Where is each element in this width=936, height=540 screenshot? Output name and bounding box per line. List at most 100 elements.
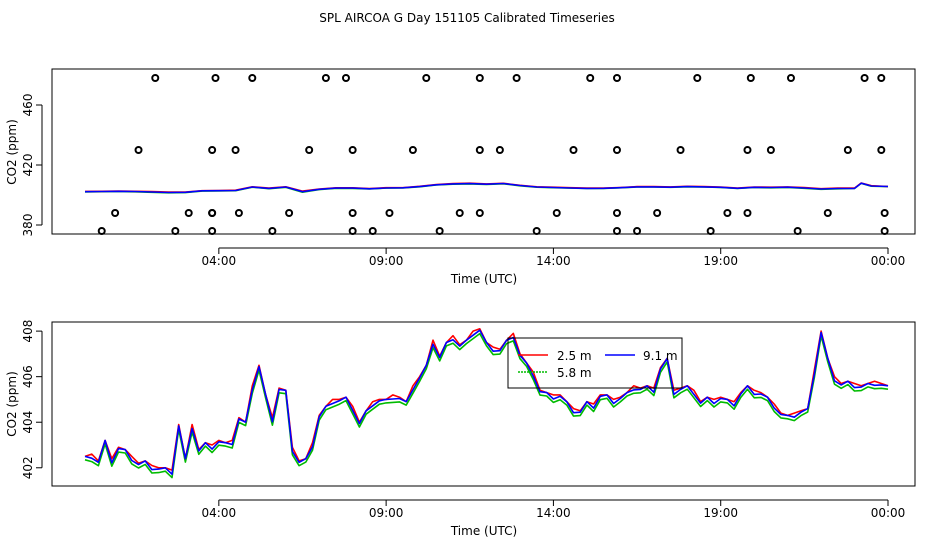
bottom-plot-frame — [51, 321, 916, 487]
calibration-point — [305, 146, 314, 154]
calibration-point — [633, 227, 642, 235]
calibration-point — [455, 209, 464, 217]
top-panel: CO2 (ppm) Time (UTC) 04:00 09:00 14:00 19:0… — [5, 68, 916, 286]
calibration-point — [341, 74, 350, 82]
calibration-point — [248, 74, 257, 82]
calibration-point — [435, 227, 444, 235]
calibration-point — [552, 209, 561, 217]
calibration-point — [880, 209, 889, 217]
calibration-point — [368, 227, 377, 235]
calibration-point — [653, 209, 662, 217]
calibration-point — [475, 146, 484, 154]
calibration-point — [612, 209, 621, 217]
calibration-point — [743, 209, 752, 217]
calibration-point — [385, 209, 394, 217]
calibration-point — [569, 146, 578, 154]
top-plot-frame — [51, 68, 916, 235]
top-series-lines — [84, 182, 889, 194]
y-tick-label: 460 — [21, 94, 35, 117]
calibration-point — [612, 227, 621, 235]
legend-box — [507, 337, 683, 389]
calibration-point — [321, 74, 330, 82]
calibration-point — [532, 227, 541, 235]
bottom-y-axis-label: CO2 (ppm) — [5, 371, 19, 437]
calibration-point — [495, 146, 504, 154]
calibration-point — [743, 146, 752, 154]
series-line-9-1-m — [84, 329, 889, 476]
calibration-point — [211, 74, 220, 82]
calibration-point — [877, 146, 886, 154]
bottom-panel: CO2 (ppm) Time (UTC) 04:00 09:00 14:00 19:0… — [5, 320, 916, 538]
top-y-ticks: 380 420 460 — [21, 94, 43, 237]
calibration-point — [612, 146, 621, 154]
legend-label-5-8m: 5.8 m — [557, 366, 592, 380]
calibration-point — [786, 74, 795, 82]
x-tick-label: 14:00 — [536, 254, 571, 268]
bottom-x-axis-label: Time (UTC) — [450, 524, 517, 538]
calibration-point — [97, 227, 106, 235]
calibration-point — [706, 227, 715, 235]
calibration-point — [184, 209, 193, 217]
y-tick-label: 406 — [21, 365, 35, 388]
calibration-point — [348, 146, 357, 154]
calibration-point — [268, 227, 277, 235]
calibration-point — [823, 209, 832, 217]
calibration-point — [348, 209, 357, 217]
calibration-point — [151, 74, 160, 82]
calibration-point — [877, 74, 886, 82]
calibration-point — [134, 146, 143, 154]
calibration-point — [843, 146, 852, 154]
y-tick-label: 408 — [21, 320, 35, 343]
legend: 2.5 m 9.1 m 5.8 m — [507, 337, 683, 389]
calibration-point — [766, 146, 775, 154]
y-tick-label: 404 — [21, 411, 35, 434]
calibration-point — [880, 227, 889, 235]
x-tick-label: 09:00 — [369, 254, 404, 268]
series-line-5-8-m — [84, 332, 889, 479]
calibration-point — [693, 74, 702, 82]
x-tick-label: 14:00 — [536, 506, 571, 520]
calibration-point — [408, 146, 417, 154]
x-tick-label: 19:00 — [703, 506, 738, 520]
figure-title: SPL AIRCOA G Day 151105 Calibrated Times… — [319, 11, 614, 25]
calibration-point — [860, 74, 869, 82]
calibration-point — [612, 74, 621, 82]
x-tick-label: 19:00 — [703, 254, 738, 268]
calibration-point — [586, 74, 595, 82]
calibration-point — [793, 227, 802, 235]
calibration-point — [475, 209, 484, 217]
calibration-point — [512, 74, 521, 82]
y-tick-label: 402 — [21, 456, 35, 479]
top-calibration-points — [97, 74, 889, 235]
bottom-series-lines — [84, 327, 889, 479]
x-tick-label: 04:00 — [202, 506, 237, 520]
calibration-point — [676, 146, 685, 154]
calibration-point — [285, 209, 294, 217]
bottom-x-ticks: 04:00 09:00 14:00 19:00 00:00 — [202, 499, 906, 520]
legend-label-2-5m: 2.5 m — [557, 349, 592, 363]
calibration-point — [111, 209, 120, 217]
calibration-point — [231, 146, 240, 154]
top-x-axis-label: Time (UTC) — [450, 272, 517, 286]
calibration-point — [208, 209, 217, 217]
calibration-point — [171, 227, 180, 235]
calibration-point — [746, 74, 755, 82]
x-tick-label: 00:00 — [871, 506, 906, 520]
x-tick-label: 00:00 — [871, 254, 906, 268]
calibration-point — [723, 209, 732, 217]
calibration-point — [208, 227, 217, 235]
calibration-point — [422, 74, 431, 82]
series-line-9-1-m — [84, 182, 889, 194]
y-tick-label: 420 — [21, 154, 35, 177]
legend-label-9-1m: 9.1 m — [643, 349, 678, 363]
y-tick-label: 380 — [21, 214, 35, 237]
calibration-point — [475, 74, 484, 82]
x-tick-label: 09:00 — [369, 506, 404, 520]
top-x-ticks: 04:00 09:00 14:00 19:00 00:00 — [202, 247, 906, 268]
calibration-point — [208, 146, 217, 154]
top-y-axis-label: CO2 (ppm) — [5, 119, 19, 185]
calibration-point — [234, 209, 243, 217]
series-line-2-5-m — [84, 327, 889, 471]
calibration-point — [348, 227, 357, 235]
